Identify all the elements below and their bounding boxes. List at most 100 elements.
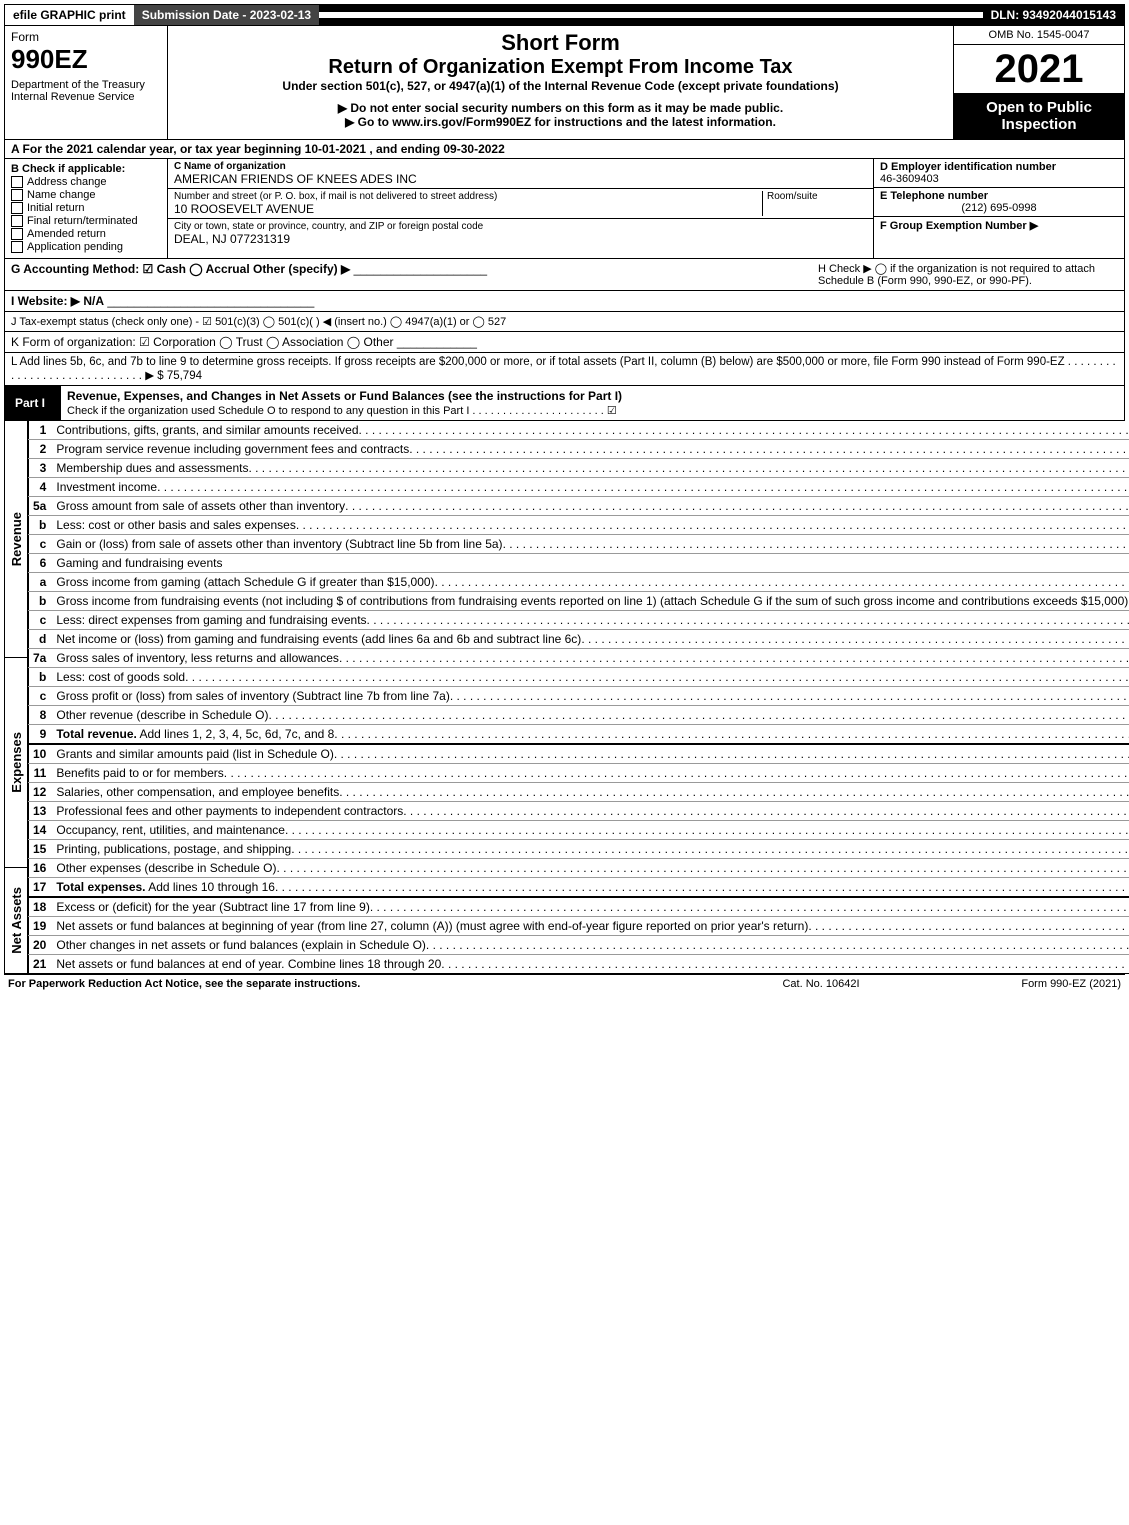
org-name: AMERICAN FRIENDS OF KNEES ADES INC [174, 172, 867, 186]
line-num: 9 [29, 725, 53, 745]
open-to-public: Open to Public Inspection [954, 93, 1124, 139]
phone-value: (212) 695-0998 [880, 202, 1118, 214]
line-l13: 13Professional fees and other payments t… [29, 802, 1129, 821]
line-desc: Grants and similar amounts paid (list in… [52, 744, 1129, 764]
line-l17: 17Total expenses. Add lines 10 through 1… [29, 878, 1129, 898]
line-l4: 4Investment income4 [29, 478, 1129, 497]
return-title: Return of Organization Exempt From Incom… [174, 56, 947, 79]
city: DEAL, NJ 077231319 [174, 232, 867, 246]
line-num: 3 [29, 459, 53, 478]
efile-label: efile GRAPHIC print [5, 5, 134, 25]
line-num: c [29, 535, 53, 554]
chk-address-change[interactable]: Address change [11, 176, 161, 188]
street-row: Number and street (or P. O. box, if mail… [168, 189, 873, 219]
line-desc: Benefits paid to or for members [52, 764, 1129, 783]
group-exempt-label: F Group Exemption Number ▶ [880, 220, 1038, 232]
chk-name-change[interactable]: Name change [11, 189, 161, 201]
warning-line: ▶ Do not enter social security numbers o… [174, 101, 947, 115]
org-name-row: C Name of organization AMERICAN FRIENDS … [168, 159, 873, 189]
line-desc: Gross amount from sale of assets other t… [52, 497, 1129, 516]
line-l6b: bGross income from fundraising events (n… [29, 592, 1129, 611]
line-l1: 1Contributions, gifts, grants, and simil… [29, 421, 1129, 440]
vlabel-revenue: Revenue [4, 421, 28, 658]
phone-row: E Telephone number (212) 695-0998 [874, 188, 1124, 217]
line-num: 12 [29, 783, 53, 802]
line-desc: Gross income from gaming (attach Schedul… [52, 573, 1129, 592]
line-num: b [29, 592, 53, 611]
submission-date: Submission Date - 2023-02-13 [134, 5, 319, 25]
line-desc: Less: cost or other basis and sales expe… [52, 516, 1129, 535]
line-desc: Less: cost of goods sold [52, 668, 1129, 687]
header-block: Form 990EZ Department of the Treasury In… [4, 26, 1125, 140]
line-l6: 6Gaming and fundraising events [29, 554, 1129, 573]
line-desc: Net income or (loss) from gaming and fun… [52, 630, 1129, 649]
line-num: 18 [29, 897, 53, 917]
line-desc: Net assets or fund balances at end of ye… [52, 955, 1129, 974]
line-desc: Gain or (loss) from sale of assets other… [52, 535, 1129, 554]
line-g: G Accounting Method: ☑ Cash ◯ Accrual Ot… [11, 262, 810, 287]
line-l8: 8Other revenue (describe in Schedule O)8 [29, 706, 1129, 725]
line-i: I Website: ▶ N/A _______________________… [4, 291, 1125, 312]
line-l5a: 5aGross amount from sale of assets other… [29, 497, 1129, 516]
line-desc: Excess or (deficit) for the year (Subtra… [52, 897, 1129, 917]
chk-amended-return[interactable]: Amended return [11, 228, 161, 240]
line-l6d: dNet income or (loss) from gaming and fu… [29, 630, 1129, 649]
city-row: City or town, state or province, country… [168, 219, 873, 248]
line-num: 5a [29, 497, 53, 516]
line-desc: Less: direct expenses from gaming and fu… [52, 611, 1129, 630]
line-num: d [29, 630, 53, 649]
line-desc: Investment income [52, 478, 1129, 497]
line-desc: Professional fees and other payments to … [52, 802, 1129, 821]
line-desc: Gaming and fundraising events [52, 554, 1129, 573]
line-l21: 21Net assets or fund balances at end of … [29, 955, 1129, 974]
line-num: 4 [29, 478, 53, 497]
line-num: 20 [29, 936, 53, 955]
part-i-title: Revenue, Expenses, and Changes in Net As… [67, 389, 622, 403]
form-word: Form [11, 30, 161, 44]
line-desc: Total expenses. Add lines 10 through 16 … [52, 878, 1129, 898]
line-num: 14 [29, 821, 53, 840]
line-a-text: A For the 2021 calendar year, or tax yea… [11, 142, 505, 156]
col-c: C Name of organization AMERICAN FRIENDS … [168, 159, 873, 258]
dln: DLN: 93492044015143 [983, 5, 1124, 25]
b-header: B Check if applicable: [11, 163, 161, 175]
line-l11: 11Benefits paid to or for members11 [29, 764, 1129, 783]
department: Department of the Treasury Internal Reve… [11, 79, 161, 103]
phone-label: E Telephone number [880, 190, 1118, 202]
line-desc: Contributions, gifts, grants, and simila… [52, 421, 1129, 440]
line-desc: Membership dues and assessments [52, 459, 1129, 478]
line-k: K Form of organization: ☑ Corporation ◯ … [4, 332, 1125, 353]
line-l14: 14Occupancy, rent, utilities, and mainte… [29, 821, 1129, 840]
line-num: 16 [29, 859, 53, 878]
line-desc: Gross sales of inventory, less returns a… [52, 649, 1129, 668]
street: 10 ROOSEVELT AVENUE [174, 202, 762, 216]
right-block: OMB No. 1545-0047 2021 Open to Public In… [953, 26, 1124, 139]
title-block: Short Form Return of Organization Exempt… [168, 26, 953, 139]
line-num: b [29, 668, 53, 687]
chk-application-pending[interactable]: Application pending [11, 241, 161, 253]
line-num: 15 [29, 840, 53, 859]
line-l20: 20Other changes in net assets or fund ba… [29, 936, 1129, 955]
line-l: L Add lines 5b, 6c, and 7b to line 9 to … [4, 353, 1125, 386]
under-section: Under section 501(c), 527, or 4947(a)(1)… [174, 79, 947, 93]
line-l15: 15Printing, publications, postage, and s… [29, 840, 1129, 859]
line-num: c [29, 687, 53, 706]
line-num: b [29, 516, 53, 535]
tax-year: 2021 [954, 45, 1124, 93]
lines-table: 1Contributions, gifts, grants, and simil… [28, 421, 1129, 974]
line-num: 2 [29, 440, 53, 459]
part-i-label: Part I [5, 393, 55, 413]
footer: For Paperwork Reduction Act Notice, see … [4, 974, 1125, 993]
spacer [319, 12, 982, 18]
line-desc: Total revenue. Add lines 1, 2, 3, 4, 5c,… [52, 725, 1129, 745]
line-l5c: cGain or (loss) from sale of assets othe… [29, 535, 1129, 554]
chk-final-return[interactable]: Final return/terminated [11, 215, 161, 227]
line-l7b: bLess: cost of goods sold7b [29, 668, 1129, 687]
line-gh: G Accounting Method: ☑ Cash ◯ Accrual Ot… [4, 259, 1125, 291]
ein-value: 46-3609403 [880, 173, 1118, 185]
chk-initial-return[interactable]: Initial return [11, 202, 161, 214]
line-l2: 2Program service revenue including gover… [29, 440, 1129, 459]
line-a: A For the 2021 calendar year, or tax yea… [4, 140, 1125, 159]
line-l19: 19Net assets or fund balances at beginni… [29, 917, 1129, 936]
line-desc: Printing, publications, postage, and shi… [52, 840, 1129, 859]
